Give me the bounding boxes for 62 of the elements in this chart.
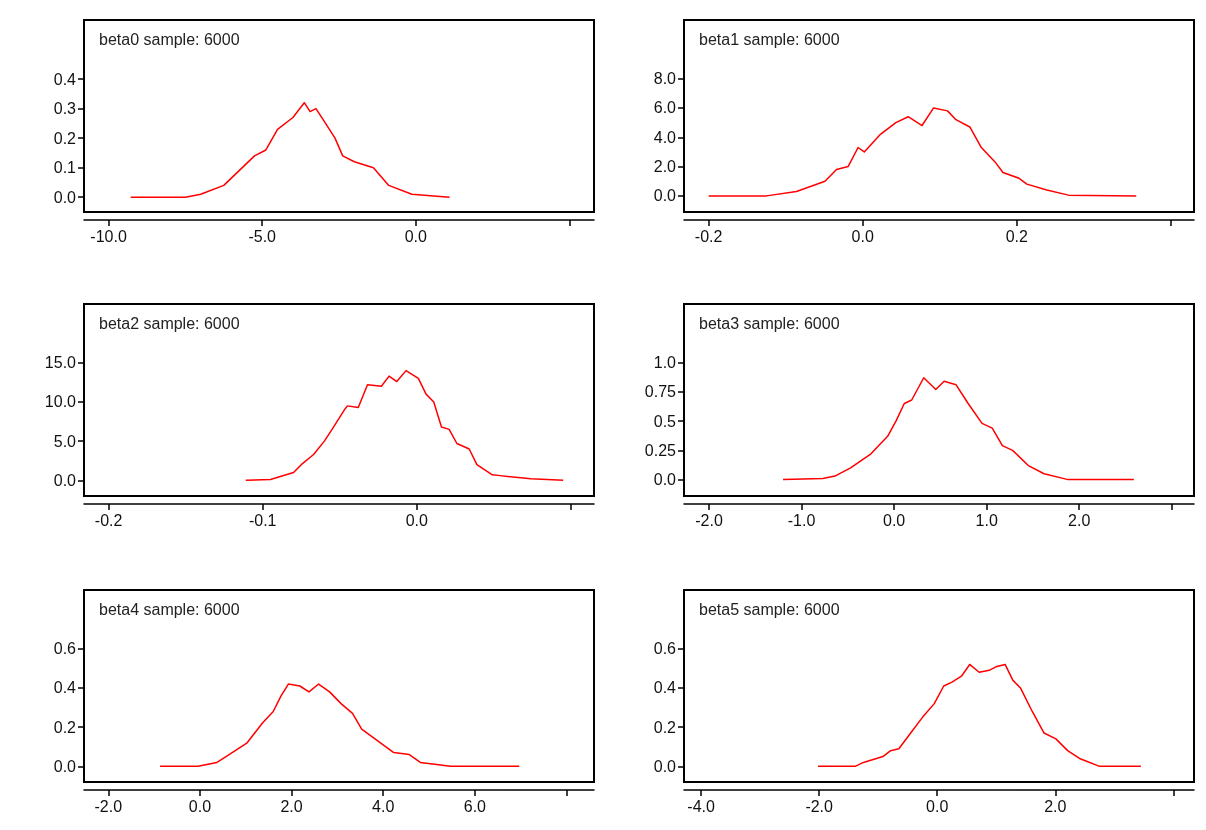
y-tick-label: 0.6 [53,640,77,658]
x-tick-label: -0.1 [248,511,277,529]
y-tick-label: 6.0 [653,99,677,117]
x-tick-label: -5.0 [248,227,277,245]
x-tick-label: -1.0 [787,511,816,529]
y-tick-label: 0.0 [53,471,77,489]
y-tick-label: 0.3 [53,100,77,118]
x-tick-label: 0.0 [404,227,428,245]
text: beta5 sample: 6000 [699,600,840,618]
y-tick-label: 0.75 [644,383,677,401]
line-series [782,377,1135,481]
y-tick-label: 0.25 [644,441,677,459]
x-tick-label: 0.0 [188,797,212,815]
line-series [817,663,1142,768]
y-tick-label: 0.6 [653,640,677,658]
x-tick-label: -10.0 [90,227,127,245]
y-tick-label: 15.0 [44,354,77,372]
y-tick-label: 0.4 [53,679,77,697]
text: beta1 sample: 6000 [699,30,840,48]
line-series [707,107,1137,197]
x-tick-label: 2.0 [1068,511,1091,529]
x-tick-label: 2.0 [1044,797,1067,815]
y-tick-label: 10.0 [44,393,77,411]
x-tick-label: -2.0 [695,511,723,529]
x-tick-label: 6.0 [463,797,487,815]
text: beta0 sample: 6000 [99,30,240,48]
line-series [245,369,564,482]
x-tick-label: -4.0 [687,797,715,815]
y-tick-label: 0.1 [53,159,77,177]
x-tick-label: -0.2 [94,511,123,529]
y-tick-label: 0.0 [53,757,77,775]
y-tick-label: 0.0 [653,471,677,489]
x-tick-label: 4.0 [372,797,395,815]
x-tick-label: 1.0 [975,511,998,529]
y-tick-label: 0.4 [653,679,677,697]
text: beta3 sample: 6000 [699,314,840,332]
y-tick-label: 0.0 [653,187,677,205]
x-tick-label: -0.2 [694,227,723,245]
x-tick-label: -2.0 [805,797,834,815]
x-tick-label: 0.0 [882,511,906,529]
x-tick-label: -2.0 [94,797,123,815]
x-tick-label: 0.0 [926,797,949,815]
y-tick-label: 0.2 [53,718,77,736]
y-tick-label: 0.0 [653,757,677,775]
y-tick-label: 5.0 [53,432,77,450]
y-tick-label: 0.5 [653,412,677,430]
y-tick-label: 0.2 [53,129,77,147]
x-tick-label: 0.0 [851,227,874,245]
x-tick-label: 2.0 [280,797,303,815]
y-tick-label: 4.0 [653,128,677,146]
y-tick-label: 0.2 [653,718,677,736]
x-tick-label: 0.2 [1005,227,1029,245]
y-tick-label: 1.0 [653,354,677,372]
y-tick-label: 8.0 [653,70,677,88]
text: beta4 sample: 6000 [99,600,240,618]
y-tick-label: 2.0 [653,158,677,176]
line-series [129,101,451,198]
x-tick-label: 0.0 [405,511,429,529]
text: beta2 sample: 6000 [99,314,240,332]
y-tick-label: 0.4 [53,70,77,88]
y-tick-label: 0.0 [53,188,77,206]
line-series [159,683,521,768]
